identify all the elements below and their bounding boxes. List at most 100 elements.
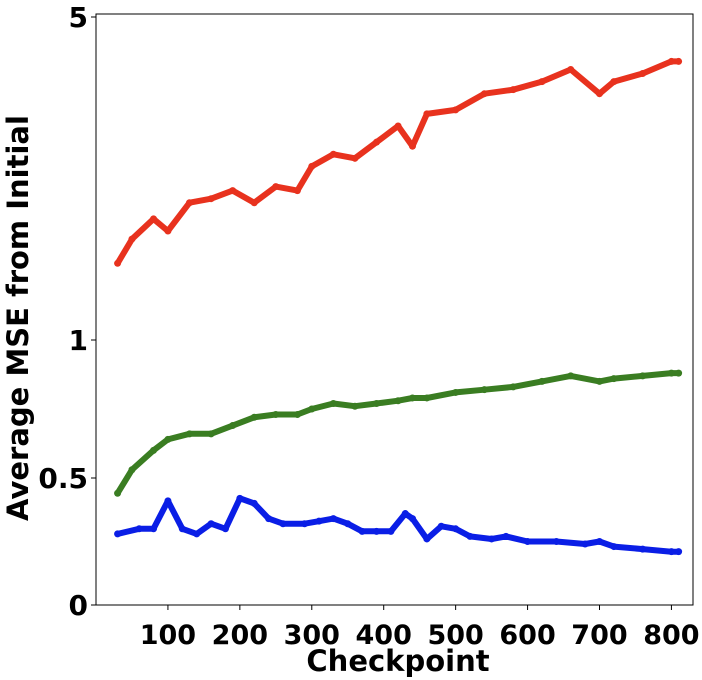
y-tick-label: 1 — [69, 324, 88, 357]
x-tick-label: 100 — [140, 620, 196, 651]
series-point-0 — [452, 106, 460, 114]
x-tick-label: 200 — [212, 620, 268, 651]
series-point-0 — [114, 259, 122, 267]
series-layer — [114, 57, 683, 556]
series-point-0 — [675, 57, 683, 65]
series-point-1 — [610, 375, 618, 383]
series-point-1 — [229, 422, 237, 430]
series-point-2 — [437, 522, 445, 530]
plot-frame — [95, 13, 694, 606]
series-point-0 — [229, 187, 237, 195]
series-point-2 — [279, 520, 287, 528]
x-tick-label: 400 — [356, 620, 412, 651]
series-point-0 — [128, 235, 136, 243]
series-point-1 — [675, 369, 683, 377]
series-point-2 — [178, 525, 186, 533]
series-point-1 — [509, 383, 517, 391]
series-point-2 — [524, 538, 532, 545]
series-point-0 — [207, 195, 215, 203]
x-tick-label: 600 — [499, 620, 555, 651]
series-point-2 — [488, 535, 496, 543]
series-point-2 — [207, 520, 215, 528]
series-point-2 — [502, 532, 510, 540]
series-point-1 — [114, 489, 122, 497]
series-point-1 — [639, 372, 647, 380]
series-point-1 — [538, 377, 546, 385]
series-point-2 — [164, 497, 172, 505]
x-axis-title: Checkpoint — [306, 644, 489, 678]
series-point-2 — [423, 535, 431, 543]
series-point-2 — [315, 517, 323, 525]
series-point-1 — [207, 430, 215, 438]
series-line-0 — [114, 58, 682, 267]
series-line-1 — [114, 370, 682, 497]
y-tick-label: 0.5 — [38, 462, 88, 495]
series-point-1 — [394, 397, 402, 405]
y-tick-label: 5 — [69, 1, 88, 34]
series-point-1 — [423, 394, 431, 402]
series-point-1 — [128, 466, 136, 474]
series-point-0 — [423, 110, 431, 118]
series-point-2 — [329, 515, 337, 523]
series-point-1 — [250, 413, 258, 421]
series-point-2 — [610, 543, 618, 551]
series-point-2 — [236, 494, 244, 502]
series-point-2 — [387, 527, 395, 535]
series-point-0 — [293, 187, 301, 195]
x-axis: 100 200 300 400 500 600 700 800 — [140, 605, 700, 651]
series-point-1 — [667, 369, 675, 377]
series-point-1 — [329, 399, 337, 407]
series-point-0 — [567, 65, 575, 73]
series-point-1 — [567, 372, 575, 380]
series-point-0 — [595, 90, 603, 98]
series-point-0 — [150, 215, 158, 223]
x-tick-label: 700 — [571, 620, 627, 651]
series-point-1 — [308, 405, 316, 413]
series-point-2 — [667, 548, 675, 556]
series-point-1 — [164, 435, 172, 443]
series-point-0 — [164, 227, 172, 235]
series-point-2 — [595, 538, 603, 545]
series-point-2 — [466, 532, 474, 540]
series-line-2 — [114, 495, 682, 555]
series-point-1 — [150, 446, 158, 454]
y-axis: 0 0.5 1 5 — [38, 1, 96, 622]
series-point-1 — [293, 411, 301, 419]
series-point-0 — [480, 90, 488, 98]
series-point-2 — [221, 525, 229, 533]
series-point-2 — [265, 515, 273, 523]
series-point-2 — [373, 527, 381, 535]
y-axis-title: Average MSE from Initial — [1, 115, 35, 521]
x-tick-label: 300 — [284, 620, 340, 651]
series-point-0 — [186, 199, 194, 207]
series-point-0 — [408, 142, 416, 150]
series-point-0 — [509, 86, 517, 94]
series-point-2 — [552, 538, 560, 545]
series-point-2 — [150, 525, 158, 533]
series-point-0 — [351, 154, 359, 162]
series-point-2 — [581, 540, 589, 548]
y-tick-label: 0 — [69, 589, 88, 622]
series-point-1 — [595, 377, 603, 385]
series-point-1 — [272, 411, 280, 419]
series-point-0 — [272, 183, 280, 191]
series-point-0 — [394, 122, 402, 130]
series-point-2 — [135, 525, 143, 533]
series-point-1 — [452, 388, 460, 396]
series-point-0 — [639, 70, 647, 78]
series-point-1 — [351, 402, 359, 410]
series-point-0 — [373, 138, 381, 146]
series-point-2 — [452, 525, 460, 533]
series-point-2 — [358, 527, 366, 535]
series-point-0 — [329, 150, 337, 158]
x-tick-label: 800 — [643, 620, 699, 651]
series-point-2 — [344, 520, 352, 528]
series-point-0 — [667, 57, 675, 65]
series-point-2 — [114, 530, 122, 538]
series-point-2 — [639, 545, 647, 553]
series-point-1 — [480, 386, 488, 394]
series-point-2 — [250, 499, 258, 507]
series-point-0 — [610, 78, 618, 86]
series-point-1 — [373, 399, 381, 407]
